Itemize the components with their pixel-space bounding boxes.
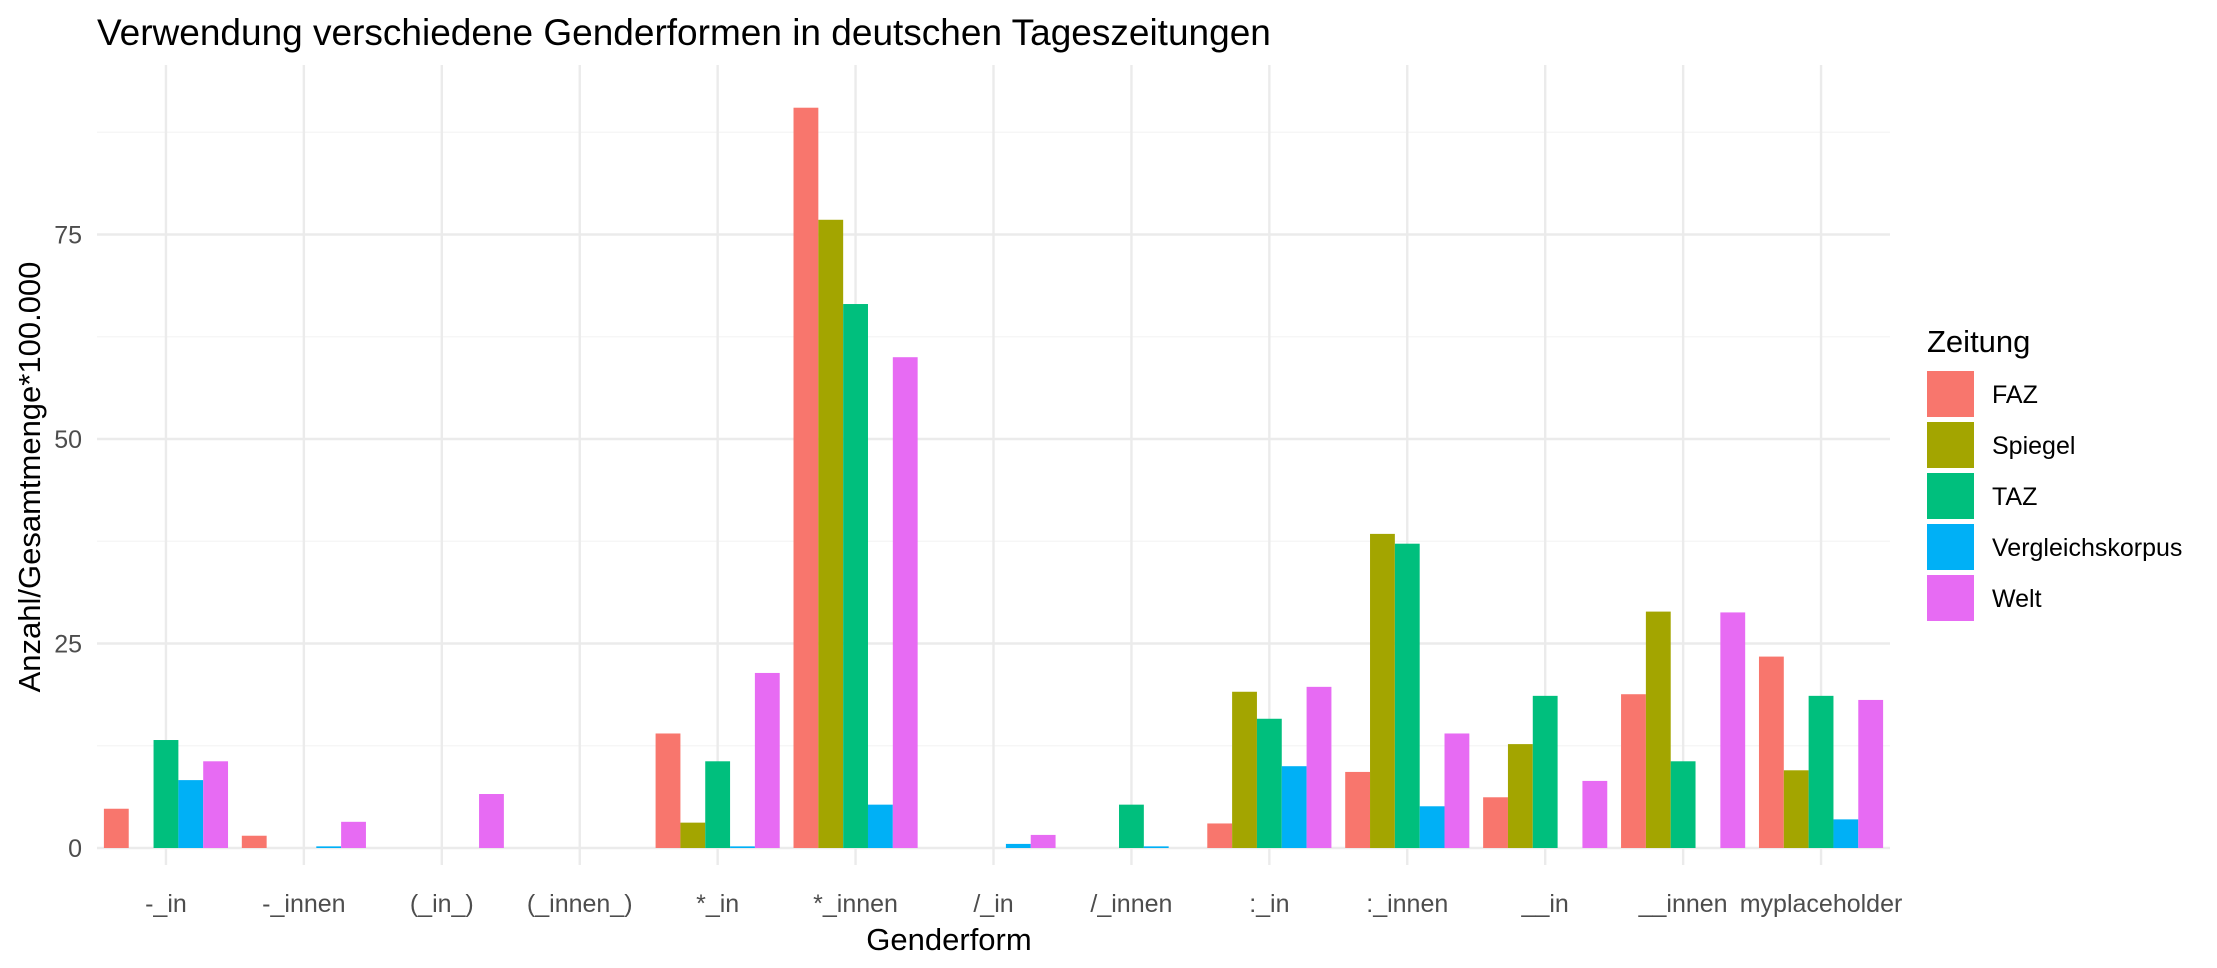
bar-faz-0 — [103, 808, 129, 848]
bars — [103, 107, 1884, 848]
bar-faz-11 — [1621, 694, 1646, 848]
bar-spiegel-8 — [1232, 691, 1257, 848]
bar-taz-11 — [1670, 761, 1696, 848]
bar-vergleichskorpus-5 — [867, 804, 893, 848]
bar-welt-1 — [341, 821, 366, 848]
x-tick-label: (_in_) — [410, 890, 474, 918]
x-tick-label: -_in — [145, 890, 187, 918]
bar-welt-0 — [203, 761, 229, 848]
bar-spiegel-4 — [680, 822, 706, 848]
y-tick-label: 75 — [54, 222, 82, 250]
y-tick-label: 50 — [54, 426, 82, 454]
bar-taz-5 — [843, 304, 868, 848]
x-tick-label: *_innen — [813, 890, 898, 918]
x-tick-label: myplaceholder — [1740, 890, 1903, 918]
legend: Zeitung FAZ Spiegel TAZ Vergleichskorpus Wel… — [1927, 324, 2182, 621]
x-tick-label: :_in — [1249, 890, 1289, 918]
x-tick-label: *_in — [696, 890, 739, 918]
bar-welt-12 — [1858, 699, 1884, 848]
bar-taz-4 — [705, 761, 731, 848]
legend-label-spiegel: Spiegel — [1992, 432, 2075, 460]
y-tick-label: 25 — [54, 631, 82, 659]
bar-faz-4 — [655, 733, 681, 848]
legend-key-faz — [1927, 371, 1974, 417]
bar-welt-6 — [1030, 834, 1056, 848]
bar-welt-10 — [1582, 780, 1608, 848]
bar-vergleichskorpus-1 — [316, 846, 342, 848]
x-tick-label: :_innen — [1366, 890, 1448, 918]
bar-faz-5 — [793, 107, 819, 848]
y-tick-label: 0 — [68, 835, 82, 863]
bar-vergleichskorpus-4 — [730, 846, 755, 848]
x-axis-ticks: -_in -_innen (_in_) (_innen_) *_in *_innen /_i… — [145, 890, 1902, 918]
bar-faz-1 — [241, 835, 267, 848]
bar-spiegel-12 — [1783, 770, 1809, 848]
x-tick-label: __innen — [1638, 890, 1728, 918]
bar-welt-5 — [892, 357, 918, 848]
bar-spiegel-10 — [1507, 744, 1533, 848]
y-axis-ticks: 0 25 50 75 — [54, 222, 82, 864]
bar-taz-10 — [1532, 695, 1558, 848]
legend-label-faz: FAZ — [1992, 381, 2038, 409]
x-tick-label: -_innen — [262, 890, 345, 918]
bar-vergleichskorpus-12 — [1833, 819, 1859, 848]
bar-vergleichskorpus-8 — [1281, 766, 1307, 848]
legend-label-vergleichskorpus: Vergleichskorpus — [1992, 534, 2182, 562]
legend-label-taz: TAZ — [1992, 483, 2037, 511]
bar-vergleichskorpus-7 — [1143, 846, 1169, 848]
bar-welt-2 — [479, 794, 504, 848]
bar-taz-8 — [1256, 718, 1282, 848]
bar-spiegel-11 — [1645, 611, 1671, 848]
bar-taz-9 — [1394, 543, 1420, 848]
x-tick-label: (_innen_) — [527, 890, 633, 918]
bar-faz-9 — [1345, 771, 1371, 848]
bar-faz-8 — [1207, 823, 1233, 848]
bar-faz-10 — [1483, 797, 1508, 848]
bar-vergleichskorpus-9 — [1419, 806, 1445, 848]
bar-welt-11 — [1720, 612, 1746, 848]
bar-vergleichskorpus-6 — [1005, 843, 1031, 848]
bar-taz-7 — [1119, 804, 1144, 848]
legend-key-spiegel — [1927, 422, 1974, 468]
bar-welt-9 — [1444, 733, 1470, 848]
bar-welt-4 — [754, 672, 780, 848]
legend-items: FAZ Spiegel TAZ Vergleichskorpus Welt — [1927, 371, 2182, 621]
bar-taz-0 — [153, 740, 179, 848]
bar-vergleichskorpus-0 — [178, 780, 204, 848]
x-tick-label: /_in — [973, 890, 1013, 918]
bar-faz-12 — [1758, 656, 1784, 848]
bar-spiegel-9 — [1370, 533, 1395, 848]
chart-title: Verwendung verschiedene Genderformen in … — [97, 12, 1271, 53]
x-tick-label: /_innen — [1090, 890, 1172, 918]
legend-title: Zeitung — [1927, 324, 2030, 359]
bar-welt-8 — [1306, 686, 1332, 848]
bar-spiegel-5 — [818, 219, 844, 848]
x-axis-title: Genderform — [866, 922, 1031, 957]
legend-key-welt — [1927, 575, 1974, 621]
y-axis-title: Anzahl/Gesamtmenge*100.000 — [12, 262, 47, 693]
x-tick-label: __in — [1521, 890, 1569, 918]
legend-key-taz — [1927, 473, 1974, 519]
legend-key-vergleichskorpus — [1927, 524, 1974, 570]
legend-label-welt: Welt — [1992, 585, 2042, 613]
bar-taz-12 — [1808, 695, 1834, 848]
